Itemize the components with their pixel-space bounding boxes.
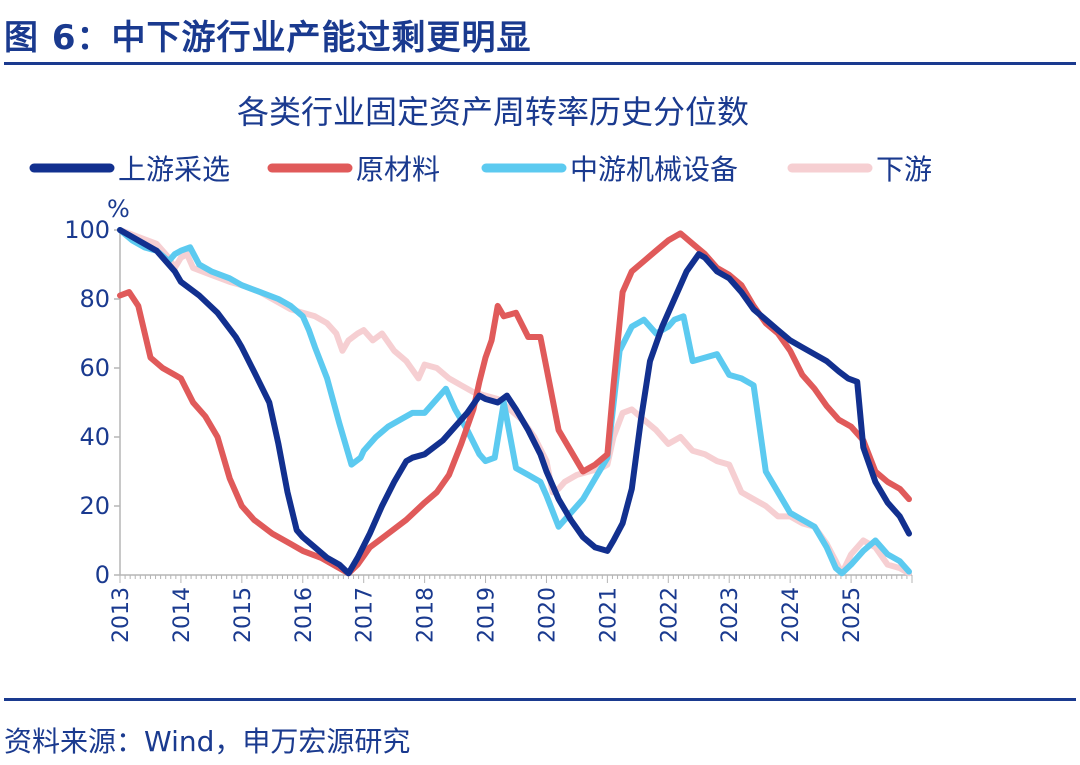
footer-rule (4, 698, 1076, 701)
legend-label-1: 原材料 (356, 153, 440, 186)
series-line-0 (117, 227, 912, 577)
series-line-2 (117, 227, 912, 577)
legend: 上游采选 原材料 中游机械设备 下游 (29, 153, 932, 186)
x-tick-label: 2014 (170, 587, 195, 643)
x-tick-label: 2019 (475, 587, 500, 643)
x-tick-label: 2013 (109, 587, 134, 643)
x-tick-label: 2020 (535, 587, 560, 643)
chart: 各类行业固定资产周转率历史分位数 上游采选 原材料 中游机械设备 下游 % 02… (29, 93, 932, 643)
y-tick-label: 40 (79, 423, 110, 451)
x-tick-label: 2017 (353, 587, 378, 643)
source-note: 资料来源：Wind，申万宏源研究 (4, 725, 411, 758)
x-tick-label: 2024 (779, 587, 804, 643)
y-tick-label: 80 (79, 285, 110, 313)
x-tick-label: 2025 (840, 587, 865, 643)
x-tick-label: 2021 (596, 587, 621, 643)
series-layer (117, 227, 912, 577)
legend-label-3: 下游 (876, 153, 932, 186)
chart-title: 各类行业固定资产周转率历史分位数 (237, 93, 749, 131)
x-tick-label: 2022 (657, 587, 682, 643)
legend-label-2: 中游机械设备 (570, 153, 738, 186)
x-tick-label: 2016 (292, 587, 317, 643)
y-tick-label: 60 (79, 354, 110, 382)
y-tick-label: 20 (79, 492, 110, 520)
y-axis-unit: % (107, 195, 130, 223)
y-tick-label: 0 (95, 561, 110, 589)
axes: 0 20 40 60 80 100 2013 2014 2015 2016 2017 2018 2019… (64, 216, 913, 643)
x-tick-label: 2015 (231, 587, 256, 643)
x-tick-label: 2023 (718, 587, 743, 643)
legend-label-0: 上游采选 (118, 153, 230, 186)
title-rule (4, 62, 1076, 65)
x-tick-label: 2018 (414, 587, 439, 643)
y-tick-label: 100 (64, 216, 110, 244)
figure-title: 图 6：中下游行业产能过剩更明显 (4, 18, 532, 58)
